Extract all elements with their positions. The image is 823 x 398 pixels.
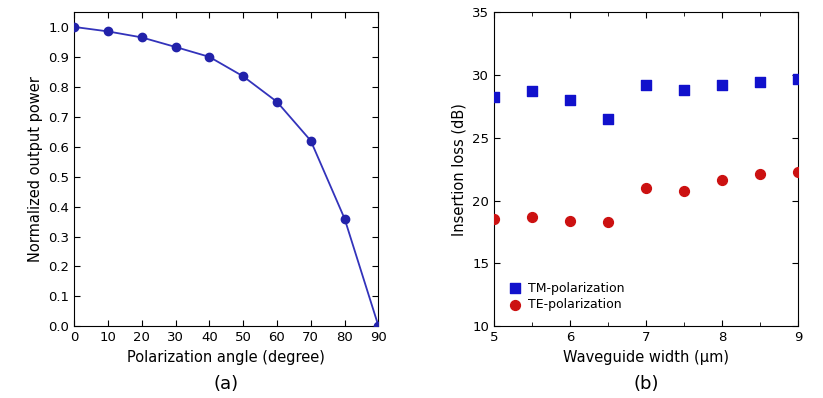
- Legend: TM-polarization, TE-polarization: TM-polarization, TE-polarization: [506, 279, 626, 314]
- TE-polarization: [754, 171, 767, 178]
- TM-polarization: [602, 116, 615, 122]
- TE-polarization: [792, 168, 805, 175]
- TM-polarization: [677, 87, 690, 93]
- TM-polarization: [716, 82, 729, 88]
- TE-polarization: [716, 177, 729, 183]
- TM-polarization: [639, 82, 653, 88]
- TM-polarization: [487, 94, 500, 101]
- Text: (a): (a): [214, 375, 239, 393]
- TM-polarization: [754, 79, 767, 86]
- TE-polarization: [639, 185, 653, 191]
- TM-polarization: [564, 97, 577, 103]
- Y-axis label: Normalized output power: Normalized output power: [28, 76, 43, 262]
- Y-axis label: Insertion loss (dB): Insertion loss (dB): [452, 103, 467, 236]
- X-axis label: Waveguide width (μm): Waveguide width (μm): [563, 350, 729, 365]
- TE-polarization: [525, 214, 538, 220]
- TE-polarization: [564, 218, 577, 224]
- Text: (b): (b): [634, 375, 659, 393]
- TE-polarization: [677, 187, 690, 194]
- TE-polarization: [602, 219, 615, 225]
- TM-polarization: [792, 75, 805, 82]
- TM-polarization: [525, 88, 538, 94]
- X-axis label: Polarization angle (degree): Polarization angle (degree): [128, 350, 325, 365]
- TE-polarization: [487, 216, 500, 222]
